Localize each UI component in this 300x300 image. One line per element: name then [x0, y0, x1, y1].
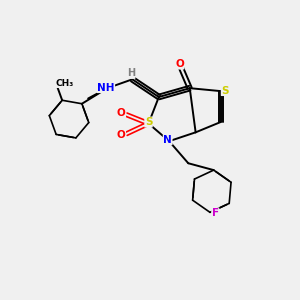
Text: CH₃: CH₃ — [55, 79, 74, 88]
Text: NH: NH — [97, 82, 115, 93]
Text: O: O — [117, 108, 125, 118]
Text: O: O — [117, 130, 125, 140]
Text: S: S — [145, 117, 152, 127]
Text: H: H — [127, 68, 135, 78]
Text: S: S — [221, 85, 229, 95]
Text: F: F — [212, 208, 219, 218]
Text: N: N — [163, 135, 172, 145]
Text: O: O — [175, 59, 184, 69]
